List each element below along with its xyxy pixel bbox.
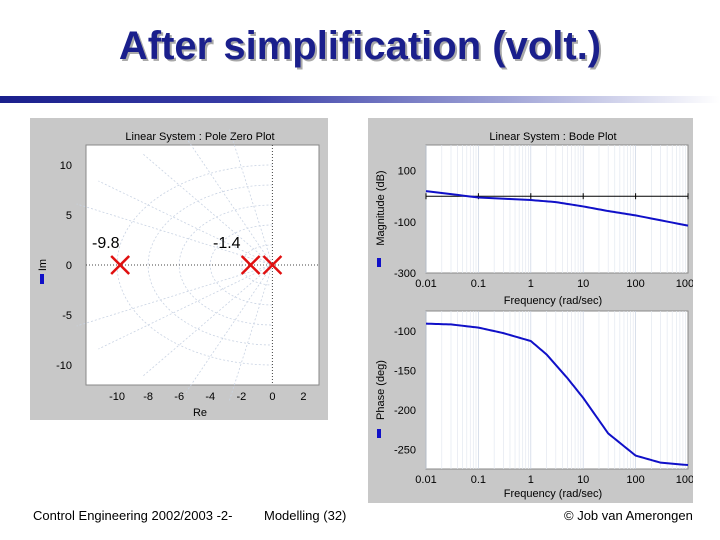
pole-stroke xyxy=(262,255,283,275)
pz-xtick-label: 2 xyxy=(300,391,306,403)
pz-xtick-label: -2 xyxy=(236,391,246,403)
bode-mag-xtick-label: 1000 xyxy=(676,278,693,290)
pz-damping-line xyxy=(185,136,273,266)
pz-frequency-arc xyxy=(116,164,273,366)
pz-damping-line xyxy=(98,264,273,350)
bode-phase-ylabel-marker xyxy=(377,429,381,438)
bode-mag-xtick-label: 0.01 xyxy=(415,278,436,290)
pole-stroke xyxy=(110,255,131,275)
bode-panel: Linear System : Bode Plot 0.01 0.1 1 10 100 1… xyxy=(368,118,700,503)
pz-xtick-label: -8 xyxy=(143,391,153,403)
bode-phase-curve xyxy=(425,322,689,467)
title-underline xyxy=(0,96,720,103)
bode-phase-xtick-label: 100 xyxy=(626,474,644,486)
pz-xtick-label: -6 xyxy=(174,391,184,403)
pz-frequency-arc xyxy=(240,244,273,286)
pole-marker xyxy=(240,255,261,275)
bode-mag-ylabel-marker xyxy=(377,258,381,267)
bode-phase-ylabel: Phase (deg) xyxy=(375,360,387,420)
pz-ytick-label: 0 xyxy=(66,260,72,272)
pz-damping-line xyxy=(185,264,273,394)
bode-mag-ylabel: Magnitude (dB) xyxy=(375,170,387,245)
bode-mag-xtick-label: 1 xyxy=(528,278,534,290)
bode-phase-xtick-label: 10 xyxy=(577,474,589,486)
bode-phase-ytick-label: -150 xyxy=(394,365,416,377)
pz-damping-line xyxy=(141,264,273,378)
pz-xtick-label: -10 xyxy=(109,391,125,403)
footer-copyright: © Job van Amerongen xyxy=(564,508,693,523)
pz-xtick-label: -4 xyxy=(205,391,215,403)
bode-mag-curve xyxy=(425,190,689,227)
bode-curves xyxy=(425,190,689,467)
pz-ytick-label: 5 xyxy=(66,210,72,222)
bode-phase-ytick-label: -250 xyxy=(394,444,416,456)
pz-tick-labels: -10 -8 -6 -4 -2 0 2 10 5 0 -5 -10 xyxy=(56,160,306,403)
bode-plot-title: Linear System : Bode Plot xyxy=(489,131,616,143)
pz-ytick-label: -5 xyxy=(62,310,72,322)
pole-zero-panel: Linear System : Pole Zero Plot -10 -8 -6 -4… xyxy=(30,118,328,420)
bode-phase-ytick-label: -200 xyxy=(394,405,416,417)
pole-marker xyxy=(262,255,283,275)
pz-ylabel: Im xyxy=(37,259,49,271)
pole-zero-plot: Linear System : Pole Zero Plot -10 -8 -6 -4… xyxy=(37,127,320,419)
bode-phase-area xyxy=(425,310,689,470)
bode-mag-ytick-label: -300 xyxy=(394,268,416,280)
bode-phase-ytick-label: -100 xyxy=(394,326,416,338)
bode-phase-xlabel: Frequency (rad/sec) xyxy=(504,488,602,500)
pz-plot-area xyxy=(85,144,320,386)
bode-mag-ytick-label: 100 xyxy=(398,166,416,178)
footer-page: Modelling (32) xyxy=(264,508,347,523)
pz-frequency-arc xyxy=(147,184,273,346)
bode-mag-xlabel: Frequency (rad/sec) xyxy=(504,295,602,307)
pz-ylabel-marker xyxy=(40,274,44,284)
pole-label-2: -1.4 xyxy=(213,235,241,252)
pz-ytick-label: 10 xyxy=(60,160,72,172)
pz-ytick-label: -10 xyxy=(56,360,72,372)
bode-mag-xtick-label: 100 xyxy=(626,278,644,290)
pz-poles xyxy=(110,255,283,275)
bode-mag-xtick-label: 0.1 xyxy=(471,278,486,290)
pz-plot-title: Linear System : Pole Zero Plot xyxy=(125,131,274,143)
slide-title: After simplification (volt.) xyxy=(118,24,602,68)
bode-plot: Linear System : Bode Plot 0.01 0.1 1 10 100 1… xyxy=(375,131,700,500)
pz-frequency-arc xyxy=(209,224,273,306)
bode-mag-ytick-label: -100 xyxy=(394,217,416,229)
pz-damping-line xyxy=(98,180,273,266)
footer-course: Control Engineering 2002/2003 -2- xyxy=(33,508,233,523)
pz-xlabel: Re xyxy=(193,407,207,419)
bode-phase-xtick-label: 1000 xyxy=(676,474,693,486)
bode-phase-xtick-label: 0.01 xyxy=(415,474,436,486)
bode-grid xyxy=(425,145,686,469)
pole-label-1: -9.8 xyxy=(92,235,120,252)
bode-mag-xtick-label: 10 xyxy=(577,278,589,290)
bode-mag-area xyxy=(425,144,689,274)
pz-xtick-label: 0 xyxy=(269,391,275,403)
pz-grid xyxy=(76,127,273,403)
pole-marker xyxy=(110,255,131,275)
bode-phase-xtick-label: 1 xyxy=(528,474,534,486)
pole-stroke xyxy=(240,255,261,275)
bode-phase-xtick-label: 0.1 xyxy=(471,474,486,486)
pz-damping-line xyxy=(141,152,273,266)
